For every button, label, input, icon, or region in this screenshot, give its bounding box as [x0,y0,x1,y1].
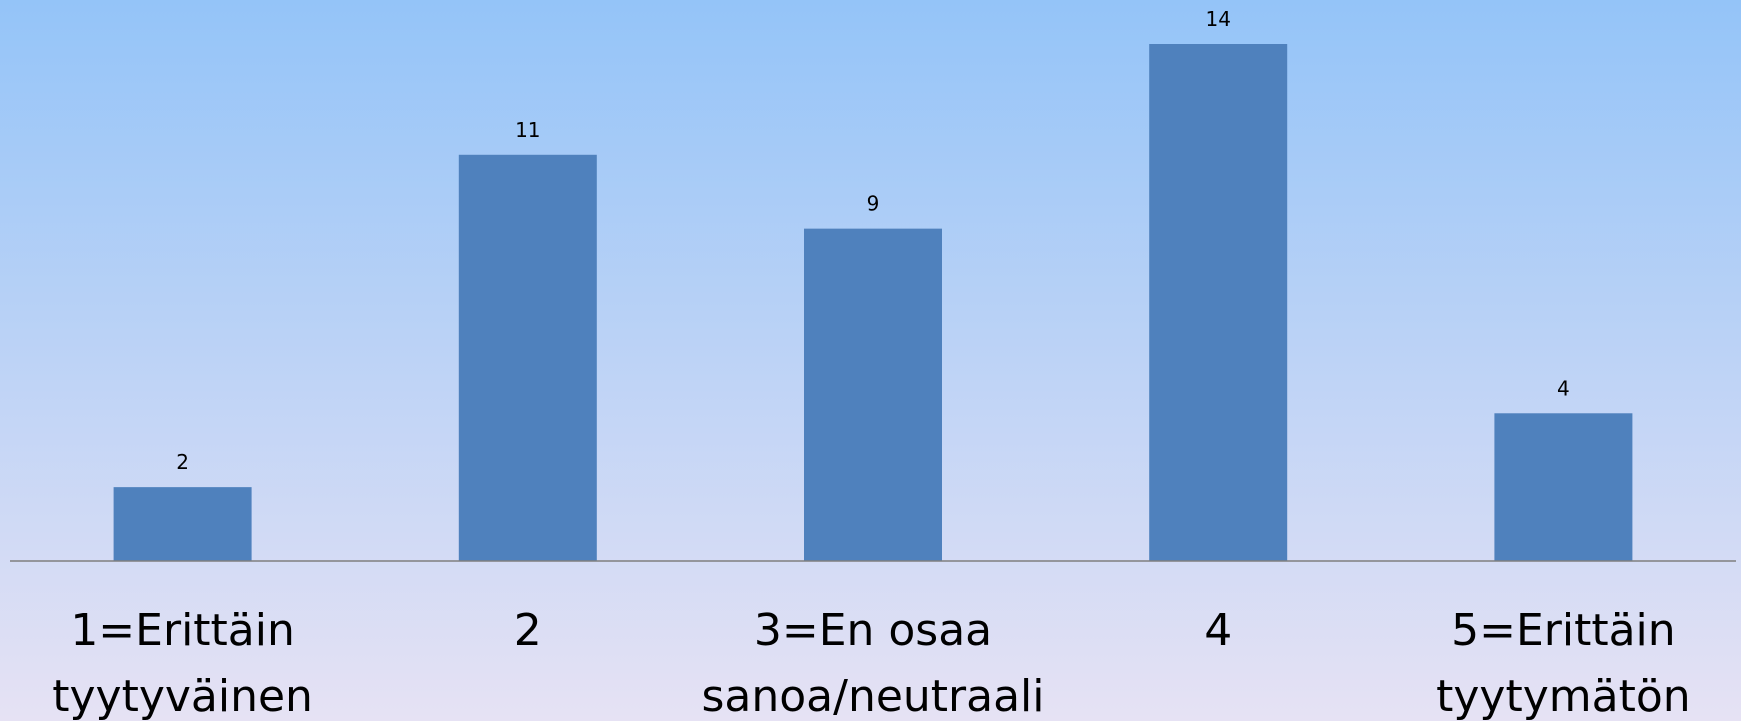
category-label-line: 4 [1204,605,1232,656]
category-label-line: tyytymätön [1436,671,1691,721]
data-labels-group: 2 11 9 14 4 [176,7,1570,474]
category-labels-group: 1=Erittäin tyytyväinen 2 3=En osaa sanoa/neu… [52,605,1690,721]
category-label-line: 5=Erittäin [1451,605,1676,656]
data-label-1: 2 [176,450,189,474]
bar-3 [804,228,942,561]
category-label-line: 1=Erittäin [70,605,295,656]
bar-2 [458,154,597,562]
category-label-5: 5=Erittäin tyytymätön [1436,605,1691,721]
category-label-2: 2 [514,605,542,656]
data-label-5: 4 [1557,376,1570,400]
category-label-line: tyytyväinen [52,671,313,721]
category-label-1: 1=Erittäin tyytyväinen [52,605,313,721]
bar-1 [113,487,252,561]
bar-4 [1149,44,1288,561]
bars-group [113,44,1633,562]
category-label-3: 3=En osaa sanoa/neutraali [701,605,1044,721]
category-label-4: 4 [1204,605,1232,656]
data-label-2: 11 [515,118,540,142]
category-label-line: 3=En osaa [754,605,992,656]
bar-5 [1494,413,1633,561]
data-label-4: 14 [1205,7,1230,31]
category-label-line: sanoa/neutraali [701,671,1044,721]
category-label-line: 2 [514,605,542,656]
data-label-3: 9 [867,192,880,216]
